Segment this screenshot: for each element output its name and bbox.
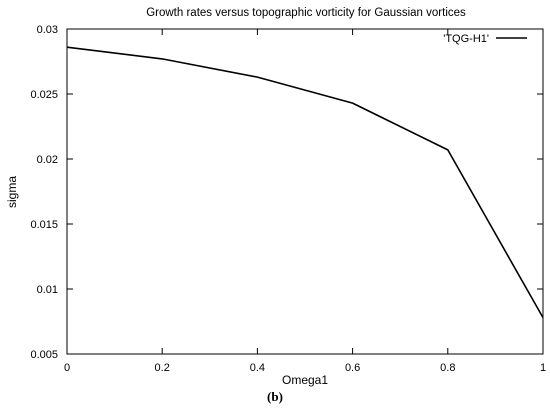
figure-caption: (b) [267, 389, 283, 404]
y-tick-label: 0.03 [37, 24, 58, 36]
plot-frame [66, 28, 544, 355]
x-axis-label: Omega1 [282, 373, 328, 387]
y-tick-label: 0.005 [30, 349, 58, 361]
y-axis-label: sigma [5, 176, 19, 208]
legend: 'TQG-H1' [443, 33, 527, 45]
series-layer [66, 46, 544, 318]
x-tick-label: 0 [64, 362, 70, 374]
y-tick-label: 0.02 [37, 154, 58, 166]
x-tick-label: 0.2 [155, 362, 170, 374]
y-tick-label: 0.025 [30, 89, 58, 101]
y-axis: 0.005 0.01 0.015 0.02 0.025 0.03 [30, 24, 543, 361]
x-tick-label: 0.6 [345, 362, 360, 374]
y-tick-label: 0.015 [30, 219, 58, 231]
series-line [66, 46, 544, 318]
x-tick-label: 1 [540, 362, 546, 374]
x-tick-label: 0.8 [440, 362, 455, 374]
legend-label: 'TQG-H1' [443, 33, 489, 45]
x-tick-label: 0.4 [250, 362, 265, 374]
y-tick-label: 0.01 [37, 284, 58, 296]
x-axis: 0 0.2 0.4 0.6 0.8 1 [64, 29, 546, 374]
chart-title: Growth rates versus topographic vorticit… [146, 7, 466, 19]
